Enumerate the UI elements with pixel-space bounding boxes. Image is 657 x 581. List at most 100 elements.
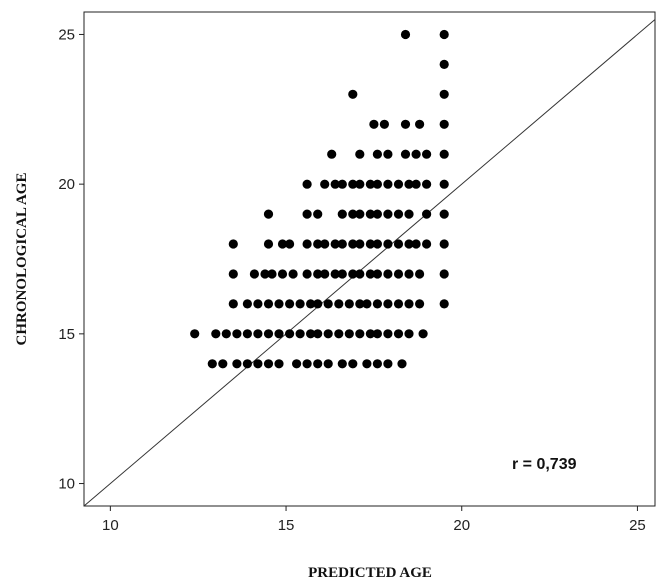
plot-area [83,11,656,507]
data-point [334,329,344,339]
data-point [320,179,330,189]
data-point [439,29,449,40]
data-point [404,299,414,309]
data-point [365,329,375,339]
data-point [263,329,274,339]
data-point [253,329,263,339]
data-point [422,239,432,249]
data-point [292,359,302,369]
data-point [302,269,312,279]
data-point [439,209,449,219]
data-point [302,239,312,249]
data-point [372,149,382,159]
data-point [372,359,382,369]
data-point [348,179,358,189]
data-point [313,359,323,369]
data-point [393,209,404,219]
data-point [400,149,411,159]
data-point [323,359,333,369]
data-point [393,179,404,189]
data-point [393,329,404,339]
data-point [415,269,425,279]
data-point [355,329,365,339]
data-point [263,359,274,369]
data-point [355,149,365,159]
data-point [313,329,323,339]
data-point [337,239,347,249]
y-tick-label: 20 [58,176,75,193]
data-point [404,269,414,279]
data-point [365,209,375,219]
data-point [320,239,330,249]
data-point [355,269,365,279]
data-point [337,359,347,369]
data-point [249,269,259,279]
axis-ticks: 10 15 20 25 10 15 20 25 [58,26,645,534]
data-point [404,179,414,189]
data-point [306,329,316,339]
data-point [190,329,200,339]
data-point [228,269,238,279]
data-point [400,119,411,129]
data-point [274,359,284,369]
data-point [348,239,358,249]
data-point [274,329,284,339]
data-point [372,209,382,219]
data-point [439,299,449,309]
data-point [372,269,382,279]
y-axis-title: CHRONOLOGICAL AGE [14,173,30,346]
data-point [285,329,295,339]
data-point [415,119,425,129]
data-point [369,119,379,129]
data-point [383,329,393,339]
data-point [355,179,365,189]
data-point [295,329,305,339]
y-tick-label: 25 [58,26,75,43]
data-point [418,329,428,339]
data-point [383,269,393,279]
data-point [267,269,277,279]
data-point [323,329,333,339]
data-point [295,299,305,309]
data-point [327,149,337,159]
data-point [344,329,354,339]
data-point [302,209,312,219]
correlation-annotation: r = 0,739 [512,456,577,473]
data-point [411,149,421,159]
data-point [422,209,432,219]
data-point [404,329,414,339]
data-point [362,299,372,309]
data-point [277,269,288,279]
data-point [330,179,340,189]
data-point [221,329,231,339]
data-point [323,299,333,309]
data-point [242,299,252,309]
x-tick-label: 20 [453,517,470,534]
data-point [393,239,404,249]
data-point [439,89,449,99]
data-point [422,179,432,189]
data-point [348,359,358,369]
data-point [355,239,365,249]
data-point [439,239,449,249]
data-point [313,269,323,279]
data-point [348,269,358,279]
data-point [411,179,421,189]
data-point [337,269,347,279]
data-point [302,359,312,369]
data-point [383,239,393,249]
data-point [211,329,221,339]
data-point [288,269,298,279]
data-point [277,239,288,249]
x-tick-label: 15 [278,517,295,534]
data-point [439,149,449,159]
data-point [362,359,372,369]
data-point [372,299,382,309]
data-point [372,239,382,249]
data-point [383,179,393,189]
data-point [334,299,344,309]
y-tick-label: 15 [58,326,75,343]
data-point [383,299,393,309]
data-point [383,149,393,159]
